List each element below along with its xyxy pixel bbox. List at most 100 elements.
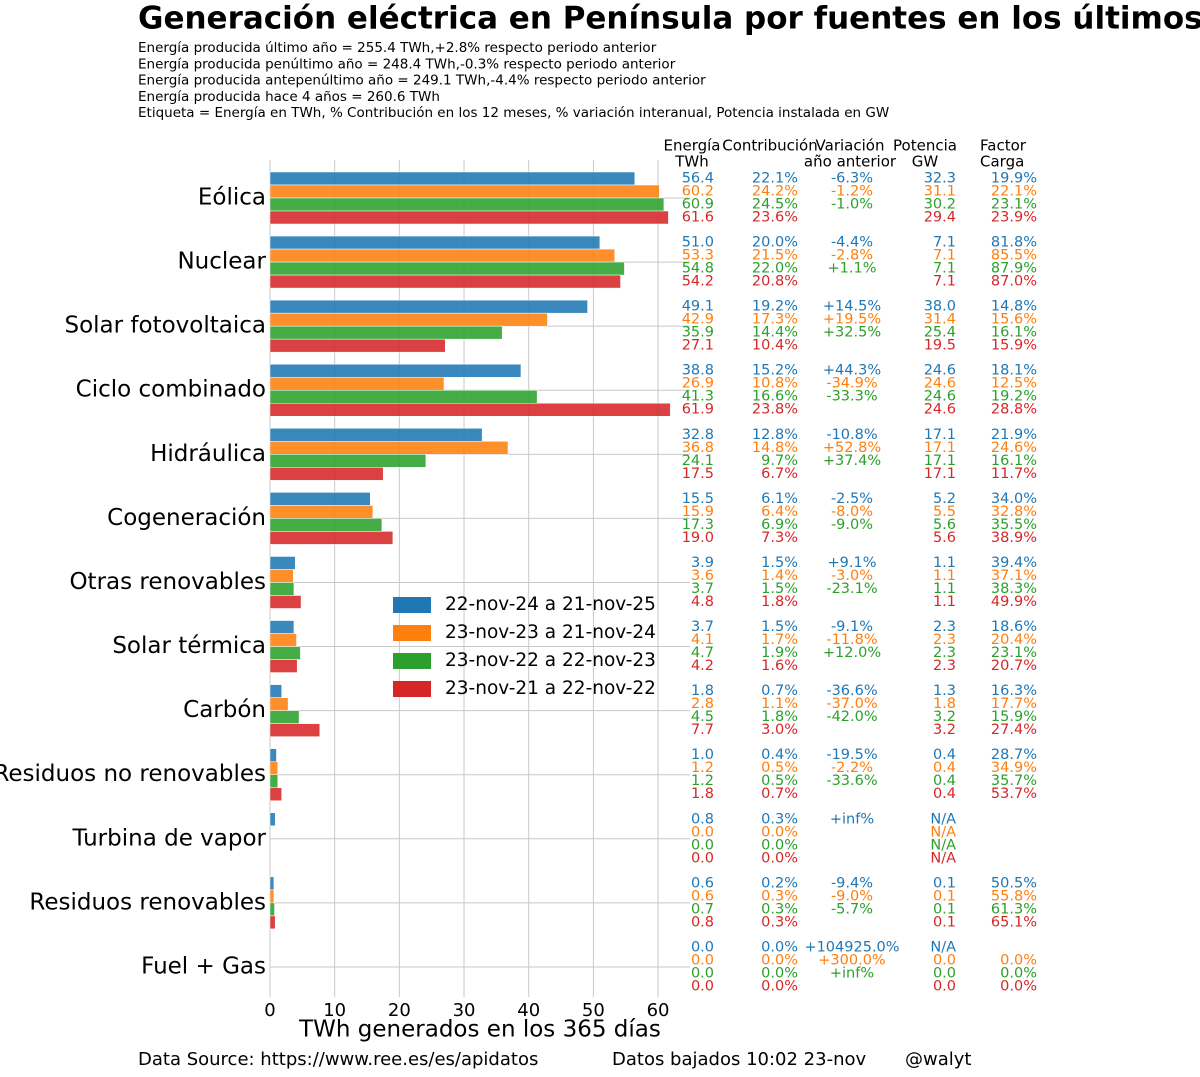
table-cell: +19.5% xyxy=(823,312,881,328)
subtitle-line: Energía producida antepenúltimo año = 24… xyxy=(138,73,706,89)
table-cell: 1.1 xyxy=(933,581,956,597)
table-cell: 21.5% xyxy=(752,248,798,264)
table-cell: 24.6 xyxy=(924,376,956,392)
table-cell: 5.6 xyxy=(933,530,956,546)
subtitle-line: Energía producida hace 4 años = 260.6 TW… xyxy=(138,89,440,105)
table-cell: 1.5% xyxy=(761,619,798,635)
bar xyxy=(269,569,294,583)
bar xyxy=(269,646,301,660)
bar xyxy=(269,723,321,737)
table-cell: 4.2 xyxy=(691,658,714,674)
bar xyxy=(269,684,282,698)
table-cell: 2.3 xyxy=(933,619,956,635)
table-cell: 1.8% xyxy=(761,594,798,610)
bar xyxy=(269,876,275,891)
table-cell: 5.5 xyxy=(933,504,956,520)
table-cell: 49.1 xyxy=(682,299,714,315)
table-cell: 41.3 xyxy=(682,389,714,405)
bar xyxy=(269,312,548,327)
table-cell: 1.3 xyxy=(933,683,956,699)
table-cell: 0.7% xyxy=(761,786,798,802)
table-cell: 7.1 xyxy=(933,274,956,290)
y-tick-label: Otras renovables xyxy=(69,569,266,595)
table-cell: N/A xyxy=(930,824,956,840)
table-cell: 0.3% xyxy=(761,888,798,904)
table-cell: 38.0 xyxy=(924,299,956,315)
table-cell: 14.8% xyxy=(991,299,1037,315)
table-cell: 19.9% xyxy=(991,171,1037,187)
table-cell: 32.8% xyxy=(991,504,1037,520)
table-cell: -5.7% xyxy=(831,901,873,917)
bar xyxy=(269,197,665,212)
bar xyxy=(269,441,509,455)
table-cell: 0.0% xyxy=(761,965,798,981)
table-cell: 24.2% xyxy=(752,184,798,200)
table-cell: 19.5 xyxy=(924,338,956,354)
y-tick-label: Residuos renovables xyxy=(29,889,266,915)
table-cell: 23.1% xyxy=(991,197,1037,213)
table-cell: 0.6 xyxy=(691,875,714,891)
y-tick-label: Solar térmica xyxy=(112,633,266,659)
footer-date: Datos bajados 10:02 23-nov xyxy=(612,1049,867,1070)
bar xyxy=(269,467,384,481)
table-cell: 20.7% xyxy=(991,658,1037,674)
table-cell: 61.3% xyxy=(991,901,1037,917)
column-header: TWh xyxy=(674,153,709,171)
table-cell: 0.2% xyxy=(761,875,798,891)
table-cell: 7.3% xyxy=(761,530,798,546)
bar xyxy=(269,710,300,724)
table-cell: -19.5% xyxy=(826,747,877,763)
bar xyxy=(269,812,276,827)
bar xyxy=(269,363,522,378)
bar xyxy=(269,376,445,391)
table-cell: 3.2 xyxy=(933,709,956,725)
table-cell: 1.2 xyxy=(691,773,714,789)
table-cell: 0.0 xyxy=(933,978,956,994)
table-cell: 15.5 xyxy=(682,491,714,507)
table-cell: 32.3 xyxy=(924,171,956,187)
table-cell: 0.1 xyxy=(933,914,956,930)
table-cell: 7.7 xyxy=(691,722,714,738)
table-cell: 0.0% xyxy=(1000,952,1037,968)
y-tick-label: Ciclo combinado xyxy=(76,377,266,403)
y-tick-label: Hidráulica xyxy=(150,441,266,467)
table-cell: 30.2 xyxy=(924,197,956,213)
table-cell: 27.1 xyxy=(682,338,714,354)
table-cell: 3.6 xyxy=(691,568,714,584)
table-cell: -4.4% xyxy=(831,235,873,251)
table-cell: 87.9% xyxy=(991,261,1037,277)
table-cell: 16.6% xyxy=(752,389,798,405)
table-cell: 18.6% xyxy=(991,619,1037,635)
table-cell: 65.1% xyxy=(991,914,1037,930)
table-cell: 0.0 xyxy=(691,837,714,853)
table-cell: 3.2 xyxy=(933,722,956,738)
table-cell: 87.0% xyxy=(991,274,1037,290)
table-cell: 10.8% xyxy=(752,376,798,392)
table-cell: 0.7% xyxy=(761,683,798,699)
column-header: GW xyxy=(912,153,939,171)
table-cell: 19.0 xyxy=(682,530,714,546)
table-cell: 3.7 xyxy=(691,619,714,635)
bar xyxy=(269,697,289,711)
y-tick-label: Nuclear xyxy=(177,249,266,275)
bar xyxy=(269,774,279,788)
table-cell: 14.4% xyxy=(752,325,798,341)
table-cell: 0.0 xyxy=(691,952,714,968)
y-tick-label: Cogeneración xyxy=(107,505,266,531)
column-header: Factor xyxy=(980,137,1027,155)
table-cell: 1.9% xyxy=(761,645,798,661)
table-cell: 85.5% xyxy=(991,248,1037,264)
table-cell: 24.6 xyxy=(924,402,956,418)
table-cell: 17.3 xyxy=(682,517,714,533)
table-cell: 19.2% xyxy=(752,299,798,315)
bar xyxy=(269,518,383,532)
table-cell: +300.0% xyxy=(818,952,885,968)
table-cell: 6.4% xyxy=(761,504,798,520)
table-cell: -9.4% xyxy=(831,875,873,891)
column-header: Potencia xyxy=(893,137,957,155)
footer-source: Data Source: https://www.ree.es/es/apida… xyxy=(138,1049,538,1070)
table-cell: 1.8% xyxy=(761,709,798,725)
table-cell: +inf% xyxy=(830,811,874,827)
table-cell: -36.6% xyxy=(826,683,877,699)
